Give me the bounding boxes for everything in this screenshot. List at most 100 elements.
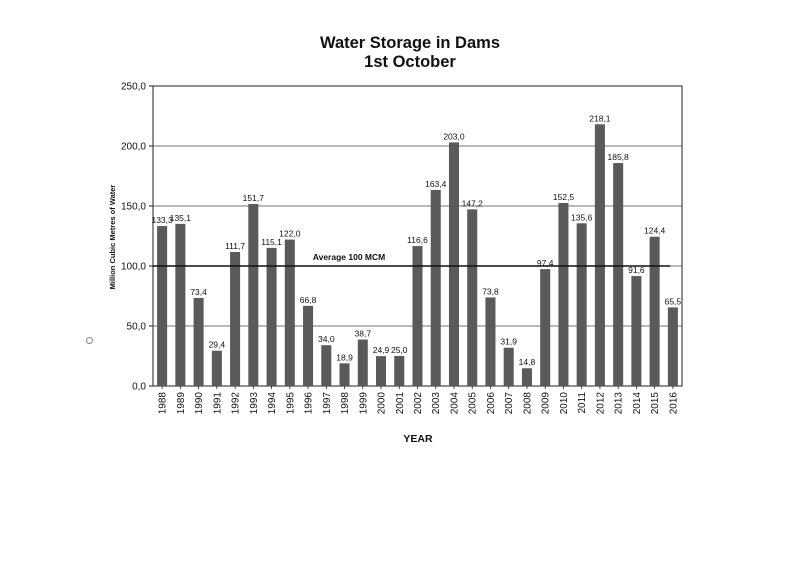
data-label: 14,8 — [519, 357, 536, 367]
data-label: 111,7 — [225, 241, 245, 251]
bar — [503, 347, 514, 386]
data-label: 38,7 — [355, 329, 372, 339]
bar — [631, 276, 642, 386]
bar — [357, 339, 368, 386]
x-tick-label: 2001 — [395, 392, 406, 415]
bar — [558, 203, 569, 386]
data-label: 91,6 — [628, 265, 645, 275]
bar — [266, 247, 277, 386]
scan-mark-circle — [86, 337, 93, 344]
data-label: 122,0 — [279, 229, 301, 239]
data-label: 115,1 — [261, 237, 282, 247]
x-tick-label: 1989 — [176, 392, 187, 415]
bar — [175, 223, 186, 386]
y-tick-label: 100,0 — [121, 262, 146, 273]
data-label: 135,6 — [571, 212, 593, 222]
bar — [193, 297, 204, 386]
x-tick-label: 1990 — [194, 392, 205, 415]
x-tick-label: 1994 — [267, 392, 278, 415]
data-label: 116,6 — [407, 235, 428, 245]
y-axis-title: Million Cubic Metres of Water — [108, 185, 117, 290]
bar — [649, 236, 660, 386]
x-axis-title: YEAR — [403, 433, 433, 445]
chart-title-block: Water Storage in Dams 1st October — [160, 34, 660, 72]
data-label: 73,8 — [482, 286, 499, 296]
x-tick-label: 1995 — [285, 392, 296, 415]
x-tick-label: 1997 — [322, 392, 333, 415]
y-tick-label: 250,0 — [121, 82, 146, 93]
x-tick-label: 2015 — [650, 392, 661, 415]
x-tick-label: 2016 — [668, 392, 679, 415]
bar — [430, 189, 441, 386]
data-label: 34,0 — [318, 334, 335, 344]
data-label: 65,5 — [665, 296, 682, 306]
y-tick-label: 50,0 — [127, 322, 147, 333]
x-tick-label: 2010 — [559, 392, 570, 415]
x-tick-label: 2002 — [413, 392, 424, 415]
bar — [412, 246, 423, 386]
data-label: 29,4 — [209, 340, 226, 350]
x-tick-label: 1991 — [212, 392, 223, 415]
data-label: 218,1 — [589, 113, 611, 123]
bar — [284, 239, 295, 386]
data-label: 152,5 — [553, 192, 575, 202]
x-tick-label: 1999 — [358, 392, 369, 415]
x-tick-label: 2011 — [577, 392, 588, 414]
bar — [448, 142, 459, 386]
data-label: 18,9 — [336, 352, 353, 362]
data-label: 97,4 — [537, 258, 554, 268]
bar — [667, 307, 678, 386]
bar — [376, 356, 387, 386]
x-tick-label: 2013 — [614, 392, 625, 415]
bar — [467, 209, 478, 386]
x-tick-label: 2009 — [541, 392, 552, 415]
data-label: 203,0 — [443, 131, 465, 141]
data-label: 135,1 — [170, 213, 192, 223]
data-label: 185,8 — [608, 152, 630, 162]
bar — [540, 269, 551, 386]
bar — [521, 368, 532, 386]
x-tick-label: 1993 — [249, 392, 260, 415]
x-tick-label: 1996 — [304, 392, 315, 415]
x-tick-label: 2004 — [449, 392, 460, 415]
bar — [157, 226, 168, 386]
bar — [613, 163, 624, 386]
bar — [576, 223, 587, 386]
bar — [321, 345, 332, 386]
average-line-label: Average 100 MCM — [313, 252, 385, 262]
data-label: 133,3 — [151, 215, 173, 225]
data-label: 25,0 — [391, 345, 408, 355]
data-label: 73,4 — [190, 287, 207, 297]
data-label: 31,9 — [500, 337, 517, 347]
x-tick-label: 2007 — [504, 392, 515, 415]
x-tick-label: 2005 — [468, 392, 479, 415]
bar — [594, 124, 605, 386]
bar — [230, 251, 241, 386]
data-label: 163,4 — [425, 179, 447, 189]
bar — [303, 305, 314, 386]
chart-title: Water Storage in Dams — [319, 34, 501, 52]
data-label: 151,7 — [243, 193, 265, 203]
x-tick-label: 2006 — [486, 392, 497, 415]
bar — [339, 363, 350, 386]
y-tick-label: 200,0 — [121, 142, 146, 153]
x-tick-label: 2012 — [595, 392, 606, 415]
data-label: 24,9 — [373, 345, 390, 355]
bar — [211, 350, 222, 386]
x-tick-label: 2000 — [377, 392, 388, 415]
bar — [248, 203, 259, 386]
x-tick-label: 1992 — [231, 392, 242, 415]
y-tick-label: 0,0 — [132, 382, 146, 393]
x-tick-label: 1998 — [340, 392, 351, 415]
x-tick-label: 2008 — [522, 392, 533, 415]
x-tick-label: 2014 — [632, 392, 643, 415]
x-tick-label: 1988 — [158, 392, 169, 415]
bar — [394, 356, 405, 386]
y-tick-label: 150,0 — [121, 202, 146, 213]
data-label: 66,8 — [300, 295, 317, 305]
x-tick-label: 2003 — [431, 392, 442, 415]
data-label: 147,2 — [462, 198, 484, 208]
data-label: 124,4 — [644, 226, 666, 236]
bar — [485, 297, 496, 386]
